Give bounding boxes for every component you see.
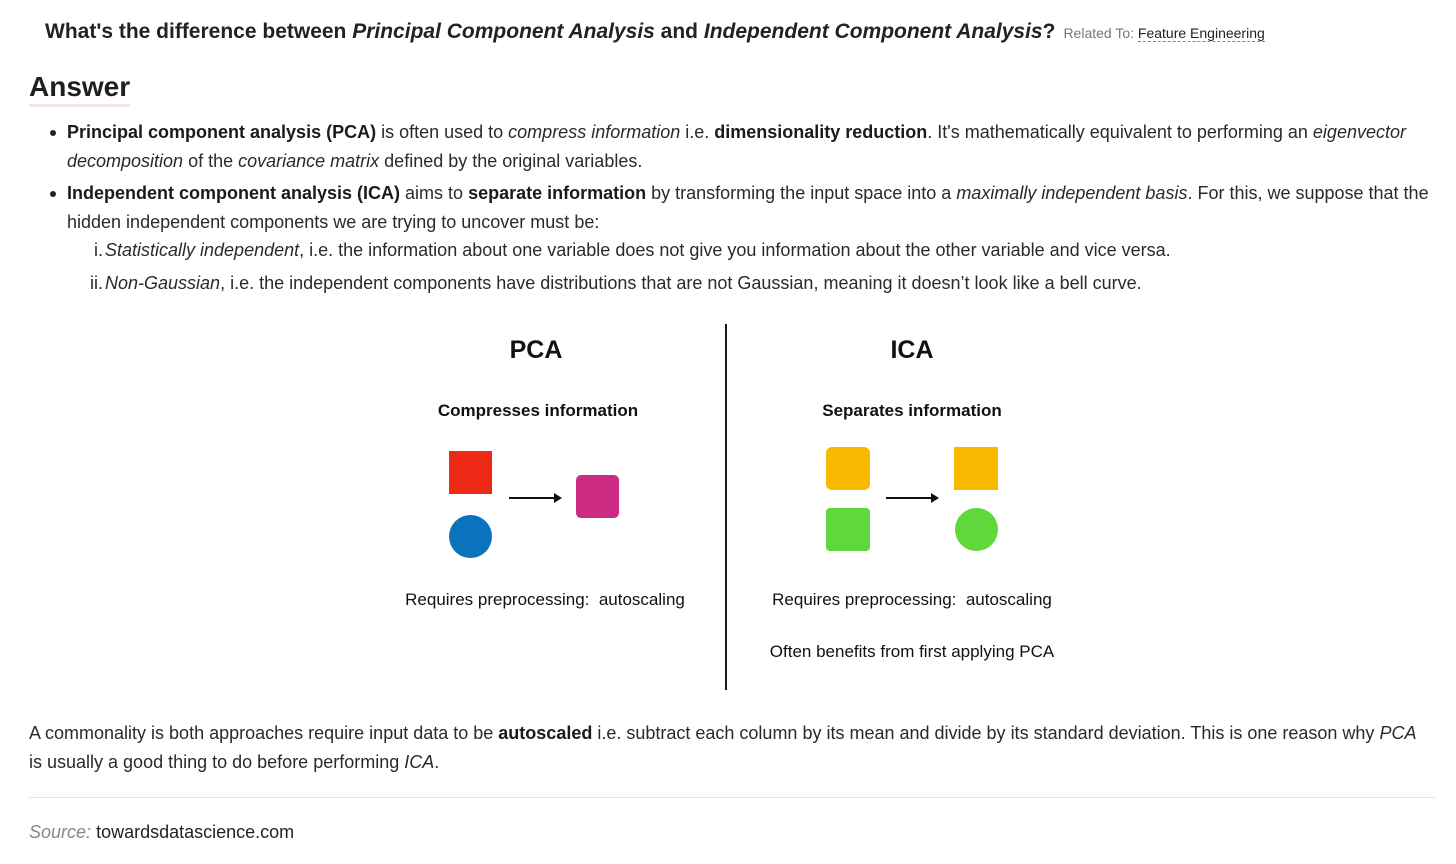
commonality-text: .: [434, 751, 440, 772]
pca-covariance: covariance matrix: [238, 150, 380, 171]
related-link[interactable]: Feature Engineering: [1137, 25, 1265, 42]
ica-subtitle: Separates information: [822, 401, 1002, 420]
divider-line: [29, 797, 1435, 798]
pca-text: of the: [183, 150, 239, 171]
magenta-square-icon: [576, 475, 619, 518]
condition-text: , i.e. the information about one variabl…: [299, 240, 1171, 260]
ica-note-2: Often benefits from first applying PCA: [769, 642, 1055, 661]
pca-term: Principal component analysis (PCA): [67, 122, 377, 142]
pca-note: Requires preprocessing: autoscaling: [405, 590, 685, 609]
ica-term: Independent component analysis (ICA): [67, 183, 401, 203]
commonality-text: is usually a good thing to do before per…: [29, 751, 405, 772]
answer-heading: Answer: [29, 70, 131, 107]
pca-title: PCA: [509, 336, 563, 364]
ica-title: ICA: [890, 336, 934, 364]
question-ica-term: Independent Component Analysis: [703, 20, 1043, 43]
condition-number: i.: [94, 240, 103, 260]
question-text-2: and: [654, 20, 704, 43]
pca-subtitle: Compresses information: [437, 401, 639, 420]
condition-term: Statistically independent: [105, 240, 300, 260]
pca-text: is often used to: [376, 122, 509, 142]
ica-separate: separate information: [468, 183, 647, 203]
commonality-text: i.e. subtract each column by its mean an…: [592, 723, 1380, 743]
pca-text: i.e.: [680, 122, 715, 142]
orange-square-icon: [826, 447, 870, 490]
ica-note: Requires preprocessing: autoscaling: [772, 590, 1052, 609]
condition-term: Non-Gaussian: [105, 272, 221, 293]
pca-compress: compress information: [508, 122, 681, 142]
source-line: Source: towardsdatascience.com: [29, 822, 294, 843]
pca-text: . It's mathematically equivalent to perf…: [927, 122, 1313, 142]
ica-basis: maximally independent basis: [956, 183, 1188, 203]
pca-dimred: dimensionality reduction: [714, 122, 928, 142]
orange-square-icon: [954, 447, 998, 490]
condition-item: i. Statistically independent, i.e. the in…: [67, 236, 1437, 265]
condition-number: ii.: [90, 272, 103, 293]
blue-circle-icon: [449, 515, 492, 558]
bullet-pca: Principal component analysis (PCA) is of…: [47, 118, 1437, 175]
ica-conditions: i. Statistically independent, i.e. the in…: [67, 236, 1437, 297]
commonality-text: A commonality is both approaches require…: [29, 723, 499, 743]
source-label: Source:: [29, 822, 92, 842]
source-value: towardsdatascience.com: [96, 822, 295, 842]
condition-item: ii. Non-Gaussian, i.e. the independent co…: [67, 269, 1437, 298]
autoscaled-term: autoscaled: [498, 723, 593, 743]
bullet-ica: Independent component analysis (ICA) aim…: [47, 179, 1437, 297]
green-circle-icon: [955, 508, 998, 551]
pca-ica-figure: PCA Compresses information Requires prep…: [390, 322, 1080, 692]
question-text-1: What's the difference between: [45, 20, 353, 43]
pca-arrow-icon: [509, 493, 562, 503]
ica-text: by transforming the input space into a: [646, 183, 957, 203]
question-mark: ?: [1042, 20, 1056, 43]
ica-text: aims to: [400, 183, 469, 203]
pca-abbr: PCA: [1379, 723, 1417, 743]
answer-bullets: Principal component analysis (PCA) is of…: [47, 118, 1437, 301]
green-square-icon: [826, 508, 870, 551]
red-square-icon: [449, 451, 492, 494]
ica-text: . For this, we suppose that the hidden i…: [67, 183, 1429, 232]
ica-arrow-icon: [886, 493, 939, 503]
related-to: Related To: Feature Engineering: [1063, 25, 1265, 42]
pca-eigen: eigenvector decomposition: [67, 122, 1406, 171]
pca-text: defined by the original variables.: [379, 150, 643, 171]
question-title: What's the difference between Principal …: [45, 20, 1265, 44]
commonality-paragraph: A commonality is both approaches require…: [29, 719, 1429, 776]
figure-divider: [725, 324, 727, 690]
condition-text: , i.e. the independent components have d…: [220, 272, 1142, 293]
question-pca-term: Principal Component Analysis: [352, 20, 655, 43]
related-label: Related To:: [1063, 25, 1135, 41]
ica-abbr: ICA: [404, 751, 435, 772]
